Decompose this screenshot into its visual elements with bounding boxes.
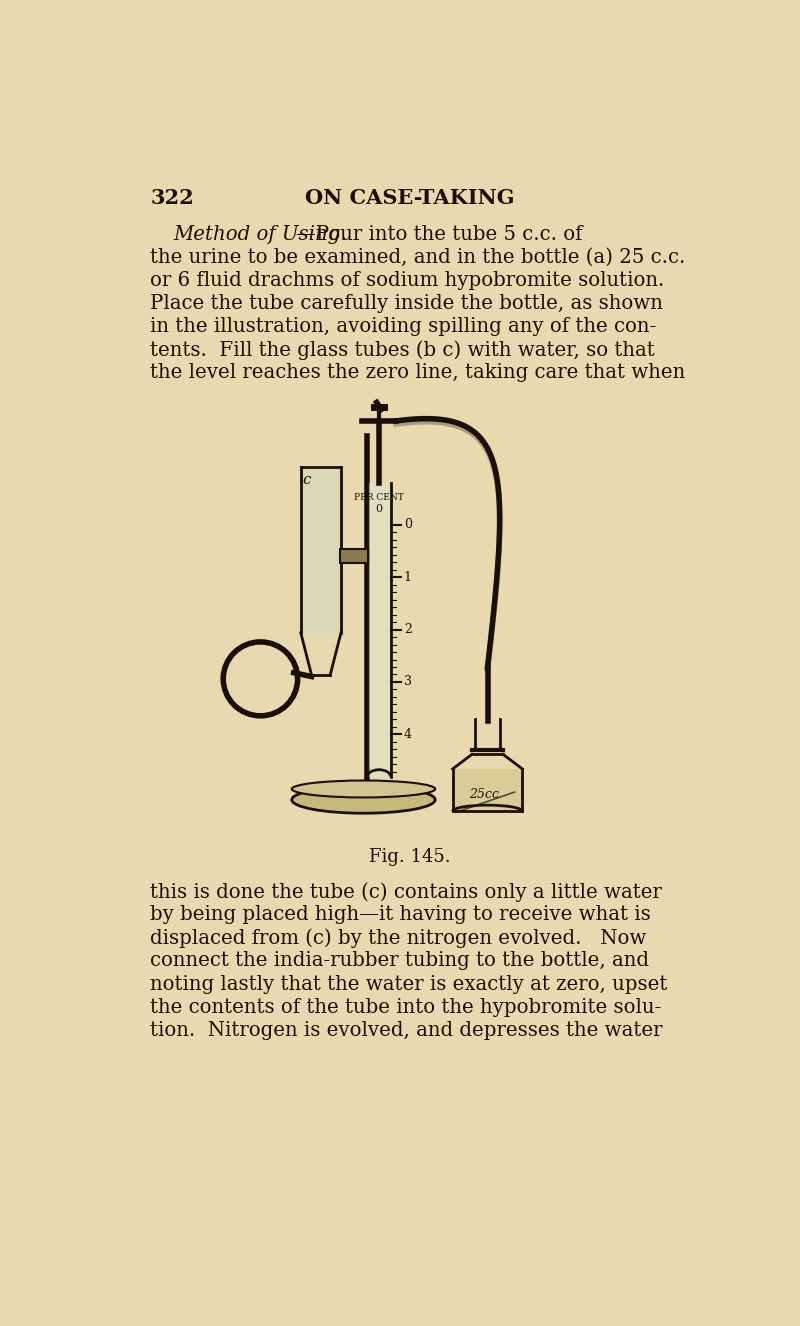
Text: the urine to be examined, and in the bottle (a) 25 c.c.: the urine to be examined, and in the bot… [150, 248, 686, 267]
Text: Method of Using.: Method of Using. [174, 224, 347, 244]
Text: 0: 0 [404, 518, 412, 532]
Text: or 6 fluid drachms of sodium hypobromite solution.: or 6 fluid drachms of sodium hypobromite… [150, 271, 665, 290]
Text: the level reaches the zero line, taking care that when: the level reaches the zero line, taking … [150, 363, 686, 382]
Ellipse shape [292, 786, 435, 813]
Text: 25cc: 25cc [469, 788, 498, 801]
Text: 322: 322 [150, 188, 194, 208]
Text: this is done the tube (c) contains only a little water: this is done the tube (c) contains only … [150, 882, 662, 902]
Bar [340, 549, 368, 562]
Text: Place the tube carefully inside the bottle, as shown: Place the tube carefully inside the bott… [150, 294, 663, 313]
Text: ON CASE-TAKING: ON CASE-TAKING [306, 188, 514, 208]
Text: 3: 3 [404, 675, 412, 688]
Text: Fig. 145.: Fig. 145. [369, 849, 451, 866]
Text: 2: 2 [404, 623, 412, 636]
Bar [454, 769, 522, 812]
Text: c: c [302, 473, 310, 487]
Ellipse shape [292, 781, 435, 797]
Text: displaced from (c) by the nitrogen evolved.   Now: displaced from (c) by the nitrogen evolv… [150, 928, 646, 948]
Text: 1: 1 [404, 570, 412, 583]
Text: PER CENT: PER CENT [354, 493, 404, 503]
Text: by being placed high—it having to receive what is: by being placed high—it having to receiv… [150, 906, 651, 924]
Text: tents.  Fill the glass tubes (b c) with water, so that: tents. Fill the glass tubes (b c) with w… [150, 339, 655, 359]
Text: the contents of the tube into the hypobromite solu-: the contents of the tube into the hypobr… [150, 997, 662, 1017]
Text: 0: 0 [375, 504, 382, 514]
Text: —Pour into the tube 5 c.c. of: —Pour into the tube 5 c.c. of [296, 224, 582, 244]
Text: 4: 4 [404, 728, 412, 741]
Text: noting lastly that the water is exactly at zero, upset: noting lastly that the water is exactly … [150, 975, 668, 993]
Bar [302, 467, 340, 633]
Text: connect the india-rubber tubing to the bottle, and: connect the india-rubber tubing to the b… [150, 952, 650, 971]
Text: tion.  Nitrogen is evolved, and depresses the water: tion. Nitrogen is evolved, and depresses… [150, 1021, 663, 1040]
Text: in the illustration, avoiding spilling any of the con-: in the illustration, avoiding spilling a… [150, 317, 657, 335]
Bar [368, 483, 390, 777]
